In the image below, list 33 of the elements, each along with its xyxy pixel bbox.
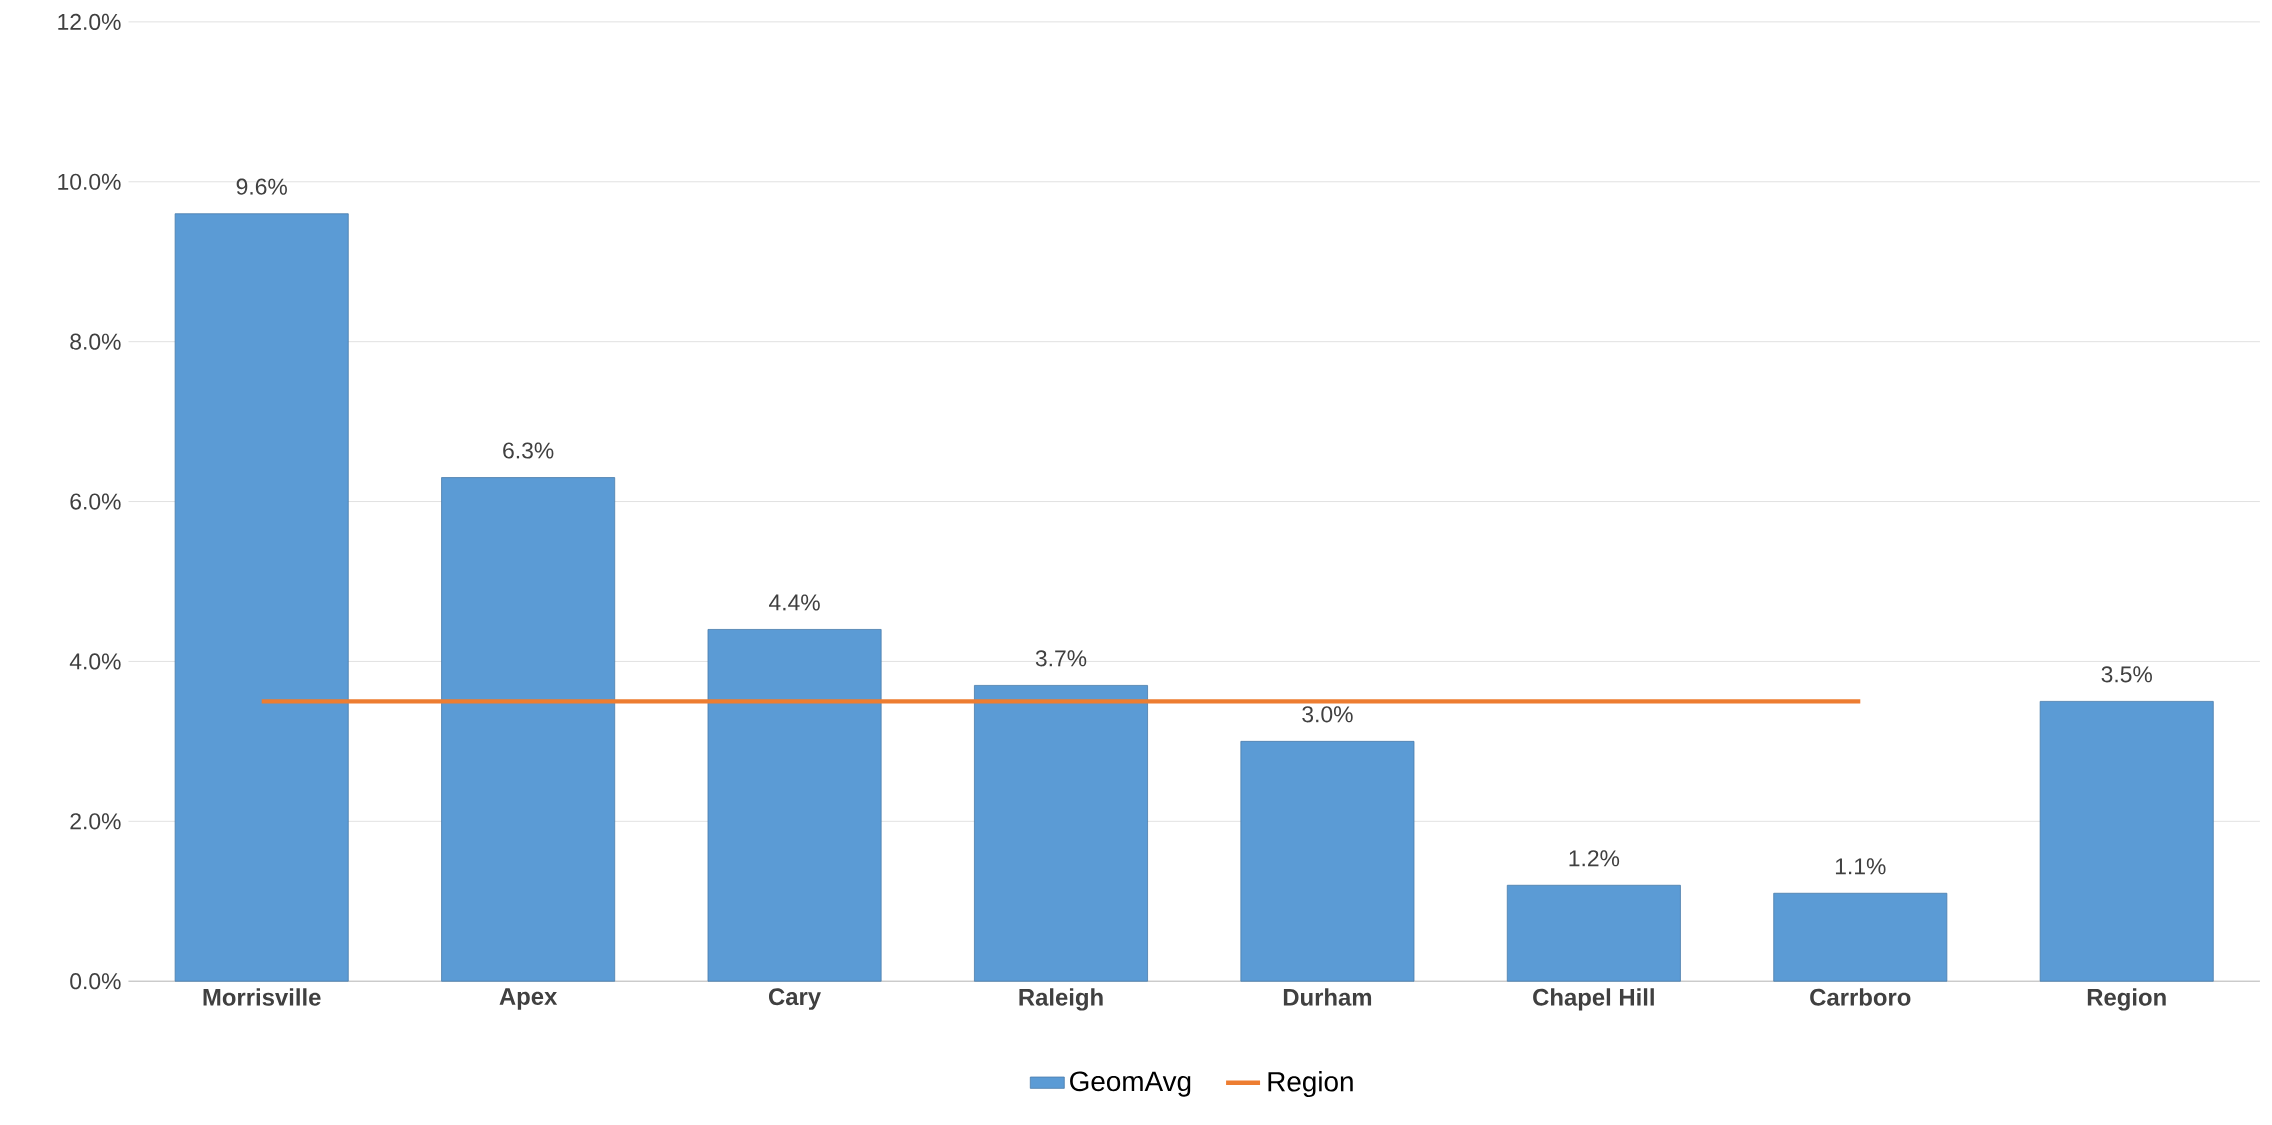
- bar: [174, 213, 349, 982]
- x-tick-label: Raleigh: [1019, 988, 1103, 1011]
- data-label: 1.1%: [1835, 858, 1886, 875]
- data-label: 3.7%: [1035, 650, 1087, 667]
- x-tick-label: Region: [2087, 988, 2166, 1011]
- data-label: 4.4%: [769, 594, 820, 611]
- bar: [441, 477, 616, 982]
- y-tick-label: 10.0%: [58, 173, 121, 191]
- data-label: 3.0%: [1302, 706, 1353, 723]
- bar: [2039, 701, 2214, 982]
- bar: [1506, 885, 1681, 982]
- x-tick-label: Cary: [768, 988, 821, 1011]
- bar: [707, 629, 882, 982]
- x-tick-label: Carrboro: [1810, 988, 1911, 1007]
- x-tick-label: Morrisville: [203, 988, 321, 1007]
- data-label: 1.2%: [1569, 850, 1620, 867]
- y-tick-label: 4.0%: [69, 653, 121, 670]
- bar: [1773, 893, 1948, 982]
- x-tick-label: Durham: [1283, 988, 1372, 1007]
- data-label: 6.3%: [503, 442, 554, 459]
- bar: [1240, 741, 1415, 982]
- y-tick-label: 2.0%: [70, 813, 121, 830]
- bar: [974, 685, 1148, 982]
- y-tick-label: 12.0%: [58, 14, 121, 31]
- data-label: 3.5%: [2101, 666, 2152, 683]
- data-label: 9.6%: [236, 178, 287, 196]
- legend-label: Region: [1268, 1071, 1353, 1098]
- y-tick-label: 6.0%: [70, 493, 121, 510]
- y-tick-label: 0.0%: [70, 973, 121, 990]
- x-tick-label: Chapel Hill: [1533, 988, 1654, 1011]
- x-tick-label: Apex: [499, 988, 558, 1010]
- legend-label: GeomAvg: [1070, 1071, 1191, 1097]
- y-tick-label: 8.0%: [70, 333, 121, 350]
